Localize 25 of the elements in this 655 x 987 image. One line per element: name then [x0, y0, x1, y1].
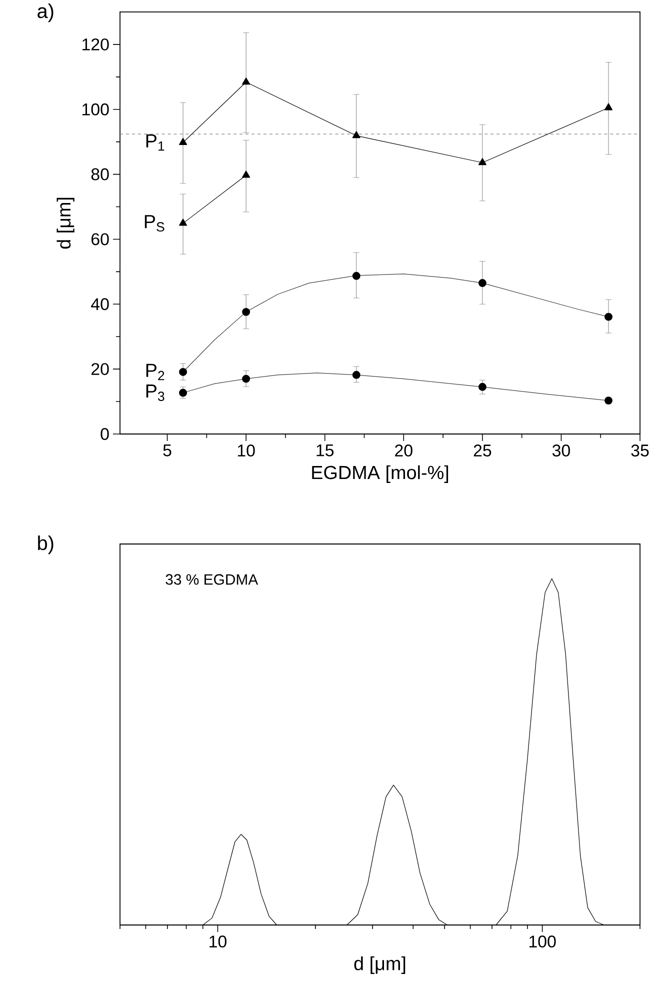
x-axis-title: EGDMA [mol-%] — [312, 465, 448, 483]
y-tick-label: 20 — [92, 363, 109, 376]
chart-title: a) — [38, 4, 54, 22]
y-tick-label: 100 — [82, 103, 109, 116]
legend-label: P$_{2}$ — [146, 364, 164, 380]
x-tick-label: 5 — [163, 444, 172, 456]
chart-title: b) — [38, 536, 54, 554]
x-axis-title: d [μm] — [354, 956, 406, 974]
x-tick-label: 25 — [474, 444, 492, 457]
x-tick-label: 10 — [210, 936, 226, 948]
x-tick-label: 15 — [316, 444, 334, 456]
annotation: 33 % EGDMA — [166, 574, 258, 585]
x-tick-label: 10 — [238, 444, 255, 457]
x-tick-label: 20 — [395, 444, 412, 457]
y-tick-label: 120 — [82, 38, 109, 50]
y-tick-label: 0 — [100, 428, 109, 440]
series-label: P$_{S}$ — [144, 215, 164, 232]
y-axis-title: d [μm] — [56, 198, 74, 249]
x-tick-label: 30 — [552, 444, 570, 457]
x-tick-label: 35 — [631, 444, 649, 457]
legend-label: P$_{1}$ — [146, 134, 164, 151]
legend-label: P$_{3}$ — [146, 384, 164, 401]
y-tick-label: 60 — [92, 233, 109, 246]
y-tick-label: 80 — [91, 168, 109, 180]
y-tick-label: 40 — [91, 298, 109, 310]
